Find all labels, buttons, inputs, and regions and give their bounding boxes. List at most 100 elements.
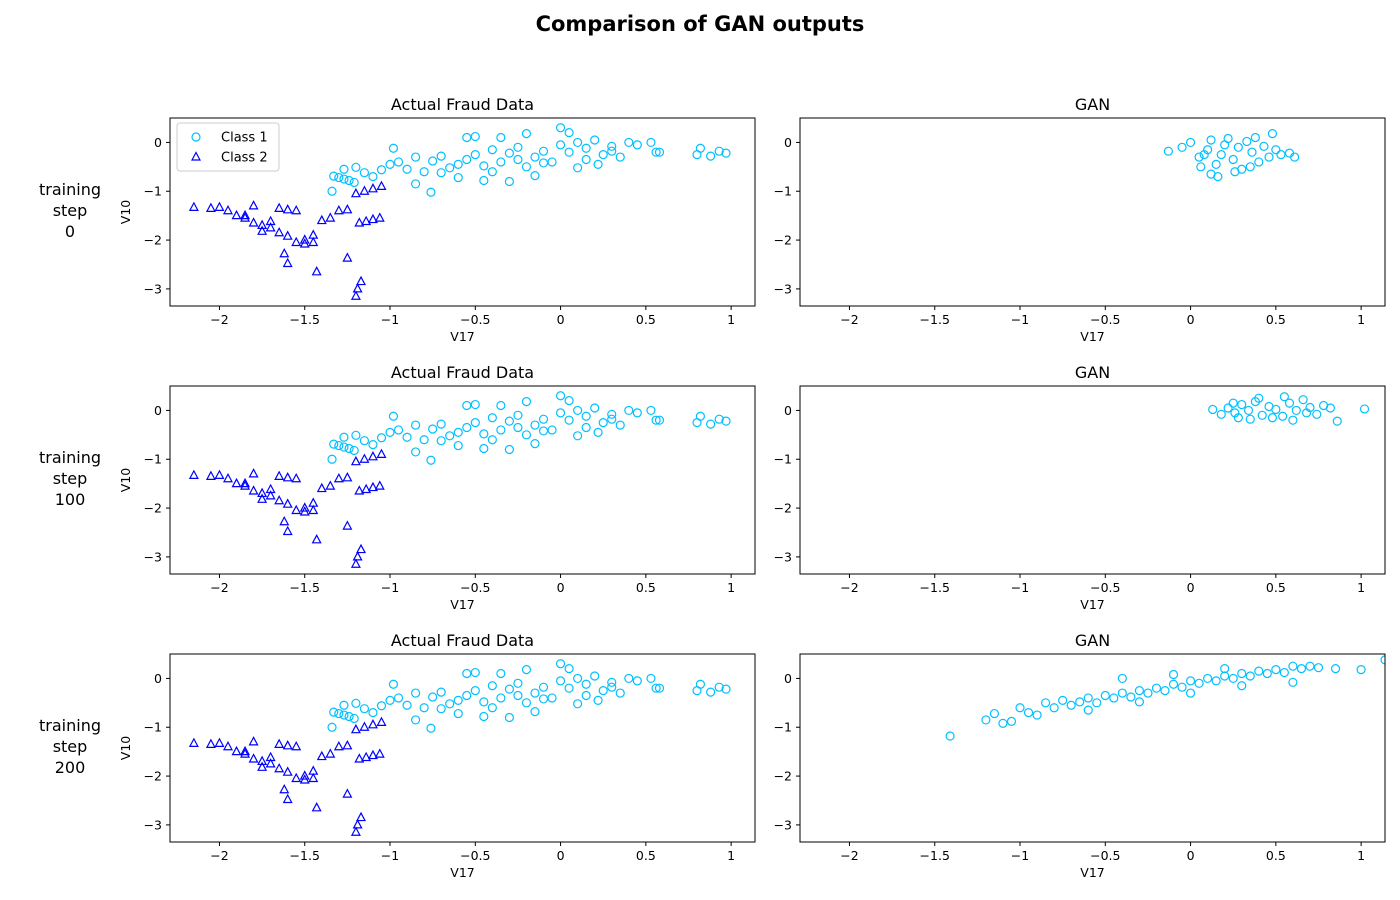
data-point — [521, 129, 532, 139]
plot-frame — [799, 385, 1386, 575]
x-tick-label: −1 — [381, 580, 399, 595]
x-tick-label: −1.5 — [920, 848, 950, 863]
data-point — [590, 403, 600, 413]
data-point — [538, 146, 549, 156]
data-point — [279, 515, 290, 526]
data-point — [504, 684, 515, 694]
data-point — [479, 443, 489, 454]
data-point — [368, 171, 378, 182]
data-point — [428, 424, 438, 434]
data-point — [311, 534, 322, 544]
data-point — [513, 690, 523, 701]
x-axis-label: V17 — [1080, 597, 1104, 612]
data-point — [555, 140, 566, 150]
data-point — [479, 161, 489, 171]
data-point — [1288, 677, 1298, 687]
data-point — [998, 718, 1008, 728]
y-tick-label: −2 — [774, 233, 792, 248]
data-point — [291, 741, 302, 751]
data-point — [487, 145, 497, 155]
data-point — [282, 257, 293, 268]
row-label-step-0: training step 0 — [20, 179, 120, 242]
data-point — [615, 152, 625, 162]
data-point — [538, 158, 549, 168]
data-point — [374, 480, 385, 490]
data-point — [1276, 150, 1286, 160]
data-point — [581, 143, 591, 153]
data-point — [240, 745, 251, 756]
data-point — [714, 682, 724, 692]
data-point — [573, 163, 583, 173]
data-point — [339, 432, 349, 442]
data-point — [487, 167, 497, 177]
data-point — [205, 738, 216, 748]
data-point — [695, 679, 706, 689]
data-point — [1143, 688, 1153, 698]
x-tick-label: 1 — [1357, 848, 1365, 863]
y-tick-label: −3 — [144, 817, 162, 832]
data-point — [1279, 667, 1289, 678]
data-point — [1332, 416, 1342, 426]
y-tick-label: −2 — [774, 501, 792, 516]
data-point — [1163, 146, 1173, 156]
data-point — [632, 408, 642, 418]
chart-panel-5: GAN −2 −1.5 −1 −0.5 0 0.5 1 0 −1 −2 −3 V17 — [774, 631, 1386, 880]
data-point — [356, 543, 367, 554]
data-point — [334, 172, 344, 183]
data-point — [496, 400, 506, 411]
data-point — [1325, 403, 1336, 413]
data-point — [388, 143, 399, 153]
data-point — [538, 426, 549, 436]
data-point — [564, 128, 574, 138]
y-tick-label: −2 — [144, 233, 162, 248]
row-label-line: 200 — [54, 758, 86, 777]
series-group — [1163, 129, 1300, 182]
y-tick-label: −1 — [144, 452, 162, 467]
data-point — [299, 238, 310, 248]
data-point — [349, 713, 359, 724]
row-label-line: training — [39, 716, 101, 735]
data-point — [1211, 676, 1221, 686]
data-point — [470, 418, 480, 428]
y-tick-label: −1 — [144, 720, 162, 735]
data-point — [1230, 167, 1240, 177]
data-point — [299, 770, 310, 780]
data-point — [410, 447, 421, 457]
x-tick-label: 1 — [727, 848, 735, 863]
row-label-step-100: training step 100 — [20, 447, 120, 510]
data-point — [1092, 698, 1102, 708]
data-point — [1290, 152, 1300, 162]
data-point — [393, 425, 404, 435]
data-point — [462, 668, 472, 679]
data-point — [714, 146, 724, 156]
data-point — [1220, 664, 1230, 674]
data-point — [329, 707, 339, 717]
data-point — [376, 180, 387, 190]
data-point — [311, 802, 322, 812]
data-point — [188, 737, 199, 747]
data-point — [547, 425, 557, 435]
data-point — [706, 687, 716, 697]
data-point — [1356, 665, 1366, 675]
data-point — [349, 177, 359, 188]
data-point — [282, 740, 293, 750]
data-point — [308, 504, 319, 515]
x-tick-label: −2 — [840, 580, 858, 595]
data-point — [695, 411, 706, 421]
data-point — [350, 455, 361, 466]
data-point — [385, 159, 395, 169]
data-point — [1279, 392, 1289, 402]
data-point — [376, 165, 387, 175]
data-point — [257, 219, 268, 230]
data-point — [354, 485, 365, 495]
data-point — [521, 162, 532, 172]
series-group — [945, 655, 1385, 741]
data-point — [624, 673, 634, 684]
data-point — [521, 397, 532, 407]
data-point — [1223, 133, 1233, 144]
data-point — [222, 473, 233, 483]
data-point — [1216, 409, 1226, 419]
data-point — [530, 688, 540, 698]
row-label-line: 100 — [54, 490, 86, 509]
data-point — [1075, 697, 1085, 707]
